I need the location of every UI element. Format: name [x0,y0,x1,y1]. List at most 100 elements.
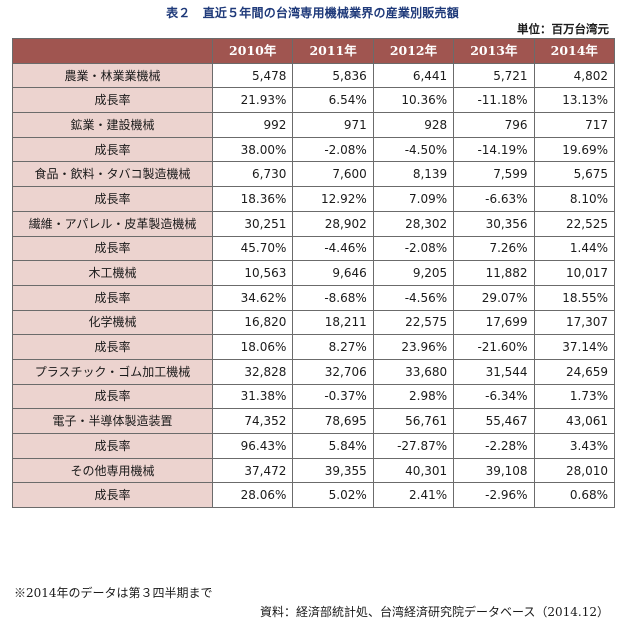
table-row: 成長率 45.70% -4.46% -2.08% 7.26% 1.44% [12,235,616,262]
value-cell: 32,828 [211,358,294,385]
value-cell: 5,836 [292,62,374,89]
value-cell: 928 [372,112,455,138]
value-cell: 6,441 [372,62,455,89]
value-cell: 28.06% [211,482,294,509]
value-cell: 38.00% [211,136,294,163]
category-label: 電子・半導体製造装置 [12,408,213,434]
category-label: 化学機械 [12,309,213,336]
value-cell: 9,646 [292,260,374,286]
table-row: その他専用機械 37,472 39,355 40,301 39,108 28,010 [12,457,616,484]
growth-rate-label: 成長率 [12,433,213,459]
value-cell: 28,302 [372,210,455,237]
value-cell: -2.96% [453,482,535,509]
table-row: 成長率 34.62% -8.68% -4.56% 29.07% 18.55% [12,284,616,311]
growth-rate-label: 成長率 [12,482,213,509]
table-row: 木工機械 10,563 9,646 9,205 11,882 10,017 [12,260,616,286]
value-cell: 17,307 [533,309,616,336]
category-label: 農業・林業業機械 [12,62,213,89]
value-cell: 1.73% [533,383,616,410]
value-cell: 0.68% [533,482,616,509]
table-row: 食品・飲料・タバコ製造機械 6,730 7,600 8,139 7,599 5,675 [12,161,616,188]
value-cell: 9,205 [372,260,455,286]
value-cell: 18.06% [211,334,294,360]
value-cell: 45.70% [211,235,294,262]
value-cell: 7.09% [372,186,455,212]
table-row: 成長率 28.06% 5.02% 2.41% -2.96% 0.68% [12,482,616,509]
value-cell: 29.07% [453,284,535,311]
value-cell: 8.10% [533,186,616,212]
value-cell: 8,139 [372,161,455,188]
value-cell: 24,659 [533,358,616,385]
value-cell: -2.28% [453,433,535,459]
value-cell: 4,802 [533,62,616,89]
category-label: 食品・飲料・タバコ製造機械 [12,161,213,188]
value-cell: 796 [453,112,535,138]
value-cell: 1.44% [533,235,616,262]
value-cell: 39,355 [292,457,374,484]
value-cell: 10,017 [533,260,616,286]
value-cell: 23.96% [372,334,455,360]
table-row: 成長率 18.06% 8.27% 23.96% -21.60% 37.14% [12,334,616,360]
table-row: 農業・林業業機械 5,478 5,836 6,441 5,721 4,802 [12,62,616,89]
value-cell: 3.43% [533,433,616,459]
category-label: その他専用機械 [12,457,213,484]
value-cell: 18,211 [292,309,374,336]
table-row: プラスチック・ゴム加工機械 32,828 32,706 33,680 31,544 24,… [12,358,616,385]
table-row: 電子・半導体製造装置 74,352 78,695 56,761 55,467 43,061 [12,408,616,434]
value-cell: 5,721 [453,62,535,89]
value-cell: 78,695 [292,408,374,434]
table-row: 成長率 21.93% 6.54% 10.36% -11.18% 13.13% [12,87,616,114]
year-header: 2014年 [533,38,616,64]
value-cell: 31,544 [453,358,535,385]
table-row: 成長率 31.38% -0.37% 2.98% -6.34% 1.73% [12,383,616,410]
value-cell: 37.14% [533,334,616,360]
value-cell: -4.46% [292,235,374,262]
value-cell: -27.87% [372,433,455,459]
value-cell: 55,467 [453,408,535,434]
value-cell: 13.13% [533,87,616,114]
table-row: 成長率 18.36% 12.92% 7.09% -6.63% 8.10% [12,186,616,212]
growth-rate-label: 成長率 [12,87,213,114]
table-row: 成長率 96.43% 5.84% -27.87% -2.28% 3.43% [12,433,616,459]
value-cell: 16,820 [211,309,294,336]
value-cell: 11,882 [453,260,535,286]
value-cell: 5,478 [211,62,294,89]
value-cell: 717 [533,112,616,138]
value-cell: 22,575 [372,309,455,336]
value-cell: 2.98% [372,383,455,410]
value-cell: 17,699 [453,309,535,336]
value-cell: 7.26% [453,235,535,262]
table-body: 農業・林業業機械 5,478 5,836 6,441 5,721 4,802 成長率 21.9… [12,62,616,509]
value-cell: 22,525 [533,210,616,237]
growth-rate-label: 成長率 [12,136,213,163]
category-label: 鉱業・建設機械 [12,112,213,138]
value-cell: 21.93% [211,87,294,114]
value-cell: 28,902 [292,210,374,237]
value-cell: 971 [292,112,374,138]
value-cell: 5.02% [292,482,374,509]
header-corner-cell [12,38,213,64]
year-header: 2010年 [211,38,294,64]
value-cell: -11.18% [453,87,535,114]
value-cell: -6.63% [453,186,535,212]
value-cell: 992 [211,112,294,138]
value-cell: 33,680 [372,358,455,385]
category-label: 繊維・アパレル・皮革製造機械 [12,210,213,237]
source-line: 資料：経済部統計処、台湾経済研究院データベース（2014.12） [259,605,609,619]
value-cell: 30,251 [211,210,294,237]
value-cell: 2.41% [372,482,455,509]
value-cell: 32,706 [292,358,374,385]
value-cell: 28,010 [533,457,616,484]
value-cell: 7,599 [453,161,535,188]
table-row: 成長率 38.00% -2.08% -4.50% -14.19% 19.69% [12,136,616,163]
value-cell: -2.08% [292,136,374,163]
value-cell: -21.60% [453,334,535,360]
year-header: 2013年 [453,38,535,64]
value-cell: -2.08% [372,235,455,262]
table-title: 表２ 直近５年間の台湾専用機械業界の産業別販売額 [166,6,459,20]
value-cell: 30,356 [453,210,535,237]
value-cell: 8.27% [292,334,374,360]
value-cell: 43,061 [533,408,616,434]
value-cell: 10.36% [372,87,455,114]
value-cell: 37,472 [211,457,294,484]
